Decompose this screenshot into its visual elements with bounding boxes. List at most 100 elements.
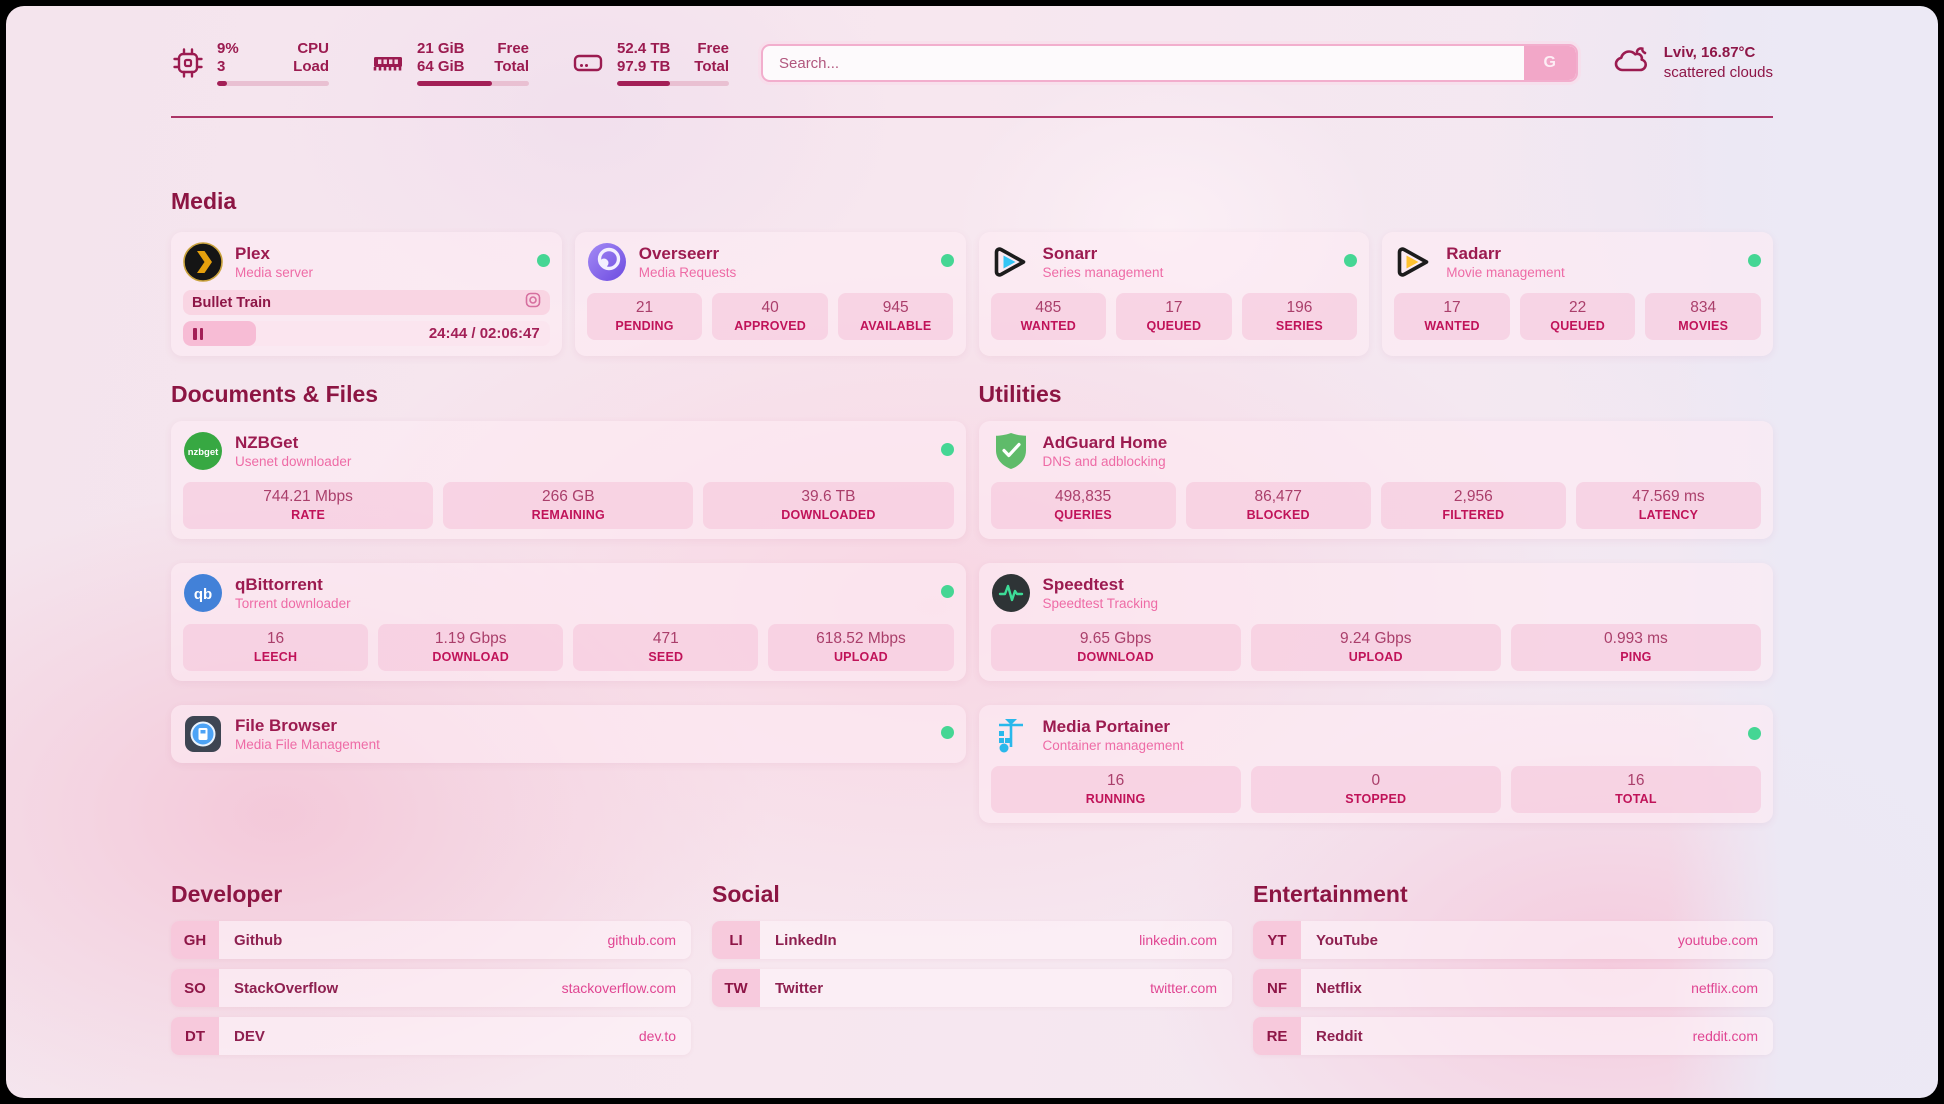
service-card-nzbget[interactable]: nzbget NZBGet Usenet downloader 744.21 M…: [171, 421, 966, 539]
overseerr-name: Overseerr: [638, 244, 720, 263]
pause-button[interactable]: [193, 327, 203, 340]
section-title-developer: Developer: [171, 881, 283, 907]
radarr-subtitle: Movie management: [1446, 265, 1565, 280]
qbittorrent-status-dot: [940, 585, 954, 598]
plex-status-dot: [536, 254, 550, 267]
service-card-sonarr[interactable]: Sonarr Series management 485 WANTED 17 Q…: [978, 232, 1370, 356]
search-input[interactable]: [763, 46, 1524, 80]
overseerr-stat-approved: 40 APPROVED: [712, 293, 828, 340]
disk-icon: [571, 46, 605, 80]
bookmark-twitter[interactable]: TW Twitter twitter.com: [712, 969, 1232, 1007]
twitter-name: Twitter: [775, 979, 824, 997]
sonarr-stat-wanted: 485 WANTED: [990, 293, 1107, 340]
portainer-stat-total: 16 TOTAL: [1510, 766, 1762, 813]
section-title-entertainment: Entertainment: [1253, 881, 1408, 907]
plex-subtitle: Media server: [235, 265, 314, 280]
adguard-icon: [991, 431, 1031, 471]
now-playing-row: Bullet Train: [183, 290, 550, 315]
reddit-abbr: RE: [1253, 1017, 1301, 1055]
nzbget-stat-remaining: 266 GB REMAINING: [443, 482, 694, 529]
service-card-plex[interactable]: Plex Media server Bullet Train: [171, 232, 562, 356]
service-card-filebrowser[interactable]: File Browser Media File Management: [171, 705, 966, 763]
portainer-name: Media Portainer: [1042, 717, 1171, 736]
cpu-icon: [171, 46, 205, 80]
bookmark-dev[interactable]: DT DEV dev.to: [171, 1017, 691, 1055]
stackoverflow-abbr: SO: [171, 969, 219, 1007]
sonarr-name: Sonarr: [1042, 244, 1098, 263]
now-playing-media-icon: [525, 292, 541, 313]
cpu-label2: Load: [293, 58, 329, 75]
cpu-stat: 9% CPU 3 Load: [171, 40, 329, 86]
netflix-name: Netflix: [1316, 979, 1362, 997]
nzbget-stat-rate: 744.21 Mbps RATE: [183, 482, 434, 529]
ram-free-label: Free: [497, 40, 529, 57]
bookmark-netflix[interactable]: NF Netflix netflix.com: [1253, 969, 1773, 1007]
bookmark-reddit[interactable]: RE Reddit reddit.com: [1253, 1017, 1773, 1055]
developer-section: Developer GH Github github.com SO StackO…: [171, 881, 691, 1065]
nzbget-icon: nzbget: [183, 431, 223, 471]
overseerr-stat-available: 945 AVAILABLE: [837, 293, 954, 340]
utilities-column: Utilities AdGuard Home DNS and adblocki: [978, 381, 1773, 823]
adguard-stat-filtered: 2,956 FILTERED: [1380, 482, 1566, 529]
weather-condition: scattered clouds: [1663, 64, 1773, 81]
reddit-url: reddit.com: [1692, 1028, 1758, 1044]
cpu-progress-bar: [217, 81, 329, 86]
disk-stat: 52.4 TB Free 97.9 TB Total: [571, 40, 729, 86]
linkedin-url: linkedin.com: [1139, 932, 1217, 948]
service-card-adguard[interactable]: AdGuard Home DNS and adblocking 498,835 …: [978, 421, 1773, 539]
radarr-name: Radarr: [1446, 244, 1502, 263]
radarr-icon: [1394, 242, 1434, 282]
playback-time: 24:44 / 02:06:47: [428, 325, 540, 342]
github-name: Github: [234, 931, 283, 949]
dev-name: DEV: [234, 1027, 265, 1045]
nzbget-name: NZBGet: [235, 433, 299, 452]
adguard-subtitle: DNS and adblocking: [1042, 454, 1166, 469]
documents-column: Documents & Files nzbget NZBGet Usenet d: [171, 381, 966, 763]
ram-stat: 21 GiB Free 64 GiB Total: [371, 40, 529, 86]
portainer-subtitle: Container management: [1042, 738, 1184, 753]
bookmark-stackoverflow[interactable]: SO StackOverflow stackoverflow.com: [171, 969, 691, 1007]
sonarr-subtitle: Series management: [1042, 265, 1164, 280]
disk-total-label: Total: [694, 58, 729, 75]
service-card-qbittorrent[interactable]: qb qBittorrent Torrent downloader 16 LEE…: [171, 563, 966, 681]
header-divider: [171, 116, 1773, 118]
service-card-speedtest[interactable]: Speedtest Speedtest Tracking 9.65 Gbps D…: [978, 563, 1773, 681]
service-card-overseerr[interactable]: Overseerr Media Requests 21 PENDING 40 A…: [574, 232, 966, 356]
youtube-abbr: YT: [1253, 921, 1301, 959]
search-engine-button[interactable]: G: [1523, 46, 1576, 80]
filebrowser-subtitle: Media File Management: [235, 737, 380, 752]
bookmark-youtube[interactable]: YT YouTube youtube.com: [1253, 921, 1773, 959]
disk-total: 97.9 TB: [617, 58, 671, 75]
service-card-portainer[interactable]: Media Portainer Container management 16 …: [978, 705, 1773, 823]
weather-location-temp: Lviv, 16.87°C: [1663, 44, 1756, 61]
svg-text:qb: qb: [194, 586, 212, 603]
filebrowser-icon: [183, 714, 223, 754]
sonarr-stat-series: 196 SERIES: [1241, 293, 1358, 340]
speedtest-stat-ping: 0.993 ms PING: [1510, 624, 1762, 671]
svg-text:nzbget: nzbget: [188, 447, 219, 458]
bookmark-github[interactable]: GH Github github.com: [171, 921, 691, 959]
qbittorrent-stat-upload: 618.52 Mbps UPLOAD: [768, 624, 954, 671]
speedtest-name: Speedtest: [1042, 575, 1124, 594]
radarr-stat-movies: 834 MOVIES: [1645, 293, 1761, 340]
github-url: github.com: [607, 932, 676, 948]
top-bar: 9% CPU 3 Load: [6, 6, 1938, 86]
overseerr-stat-pending: 21 PENDING: [586, 293, 703, 340]
media-cards-row: Plex Media server Bullet Train: [171, 232, 1773, 356]
weather-widget: Lviv, 16.87°C scattered clouds: [1612, 43, 1773, 83]
section-title-media: Media: [171, 188, 237, 214]
bookmark-linkedin[interactable]: LI LinkedIn linkedin.com: [712, 921, 1232, 959]
nzbget-stat-downloaded: 39.6 TB DOWNLOADED: [703, 482, 954, 529]
service-card-radarr[interactable]: Radarr Movie management 17 WANTED 22 QUE…: [1382, 232, 1773, 356]
radarr-status-dot: [1748, 254, 1761, 267]
youtube-name: YouTube: [1316, 931, 1378, 949]
twitter-abbr: TW: [712, 969, 760, 1007]
netflix-abbr: NF: [1253, 969, 1301, 1007]
adguard-stat-queries: 498,835 QUERIES: [990, 482, 1176, 529]
radarr-stat-wanted: 17 WANTED: [1394, 293, 1510, 340]
sonarr-icon: [991, 242, 1031, 282]
qbittorrent-stat-download: 1.19 Gbps DOWNLOAD: [378, 624, 564, 671]
ram-free: 21 GiB: [417, 40, 465, 57]
disk-progress-bar: [617, 81, 729, 86]
